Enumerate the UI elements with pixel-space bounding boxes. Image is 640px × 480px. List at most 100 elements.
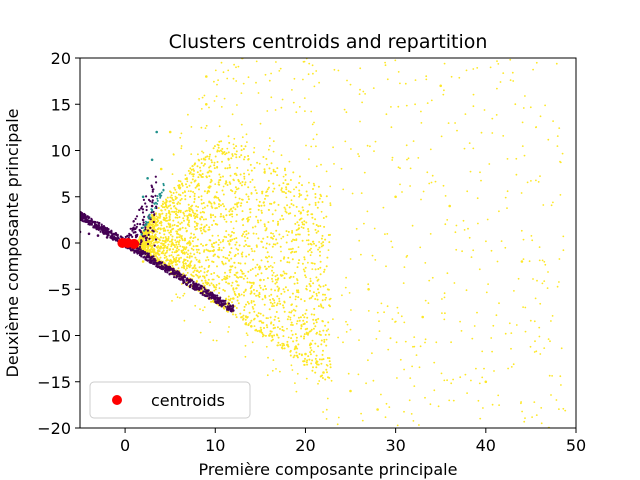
density-point xyxy=(98,221,101,225)
density-point xyxy=(427,302,430,304)
density-point xyxy=(247,232,250,235)
density-point xyxy=(431,276,434,279)
density-point xyxy=(213,167,216,170)
density-point xyxy=(225,281,228,284)
density-point xyxy=(476,67,479,69)
density-point xyxy=(394,59,397,62)
density-point xyxy=(172,256,175,258)
density-point xyxy=(142,221,145,224)
density-point xyxy=(182,217,185,220)
density-point xyxy=(275,333,278,336)
density-point xyxy=(268,79,271,82)
density-point xyxy=(301,223,304,226)
density-point xyxy=(207,269,210,272)
density-point xyxy=(529,106,532,109)
density-point xyxy=(240,198,243,201)
density-point xyxy=(168,216,171,219)
density-point xyxy=(217,243,220,246)
density-point xyxy=(452,378,454,381)
density-point xyxy=(282,182,285,185)
density-point xyxy=(172,153,175,156)
density-point xyxy=(188,255,191,258)
density-point xyxy=(405,104,408,107)
density-point xyxy=(321,201,324,203)
density-point xyxy=(314,319,317,322)
density-point xyxy=(225,214,228,217)
density-point xyxy=(152,251,155,254)
density-point xyxy=(309,242,312,245)
density-point xyxy=(152,235,155,238)
density-point xyxy=(303,333,306,336)
density-point xyxy=(290,311,293,314)
density-point xyxy=(324,238,327,241)
density-point xyxy=(456,129,458,132)
density-point xyxy=(220,61,223,64)
density-point xyxy=(199,290,202,293)
density-point xyxy=(177,179,180,182)
density-point xyxy=(311,240,314,243)
density-point xyxy=(520,229,523,232)
density-point xyxy=(93,222,96,225)
density-point xyxy=(310,145,313,148)
density-point xyxy=(143,229,146,232)
density-point xyxy=(297,343,300,346)
density-point xyxy=(306,316,309,319)
density-point xyxy=(340,167,343,170)
density-point xyxy=(199,211,202,214)
density-point xyxy=(268,137,271,140)
density-point xyxy=(409,185,411,187)
density-point xyxy=(267,356,269,359)
density-point xyxy=(265,317,268,320)
density-point xyxy=(378,320,380,323)
density-point xyxy=(151,232,154,235)
density-point xyxy=(296,278,298,280)
density-point xyxy=(285,211,288,214)
density-point xyxy=(270,72,272,75)
density-point xyxy=(240,202,243,205)
density-point xyxy=(309,330,312,333)
density-point xyxy=(396,424,399,427)
density-point xyxy=(184,239,187,242)
density-point xyxy=(260,240,263,243)
x-tick-label: 20 xyxy=(295,436,315,455)
density-point xyxy=(314,201,317,204)
density-point xyxy=(322,411,324,413)
density-point xyxy=(225,236,228,239)
density-point xyxy=(298,353,301,355)
density-point xyxy=(279,274,282,276)
density-point xyxy=(142,198,145,201)
density-point xyxy=(186,264,188,267)
density-point xyxy=(231,215,234,218)
density-point xyxy=(300,217,303,220)
density-point xyxy=(240,184,243,187)
density-point xyxy=(289,191,292,194)
density-point xyxy=(167,243,170,246)
density-point xyxy=(157,207,160,209)
density-point xyxy=(165,251,168,254)
density-point xyxy=(184,262,187,265)
density-point xyxy=(308,344,311,347)
density-point xyxy=(265,227,268,230)
density-point xyxy=(284,167,286,170)
density-point xyxy=(203,94,206,97)
density-point xyxy=(544,263,547,266)
density-point xyxy=(297,233,300,236)
density-point xyxy=(249,321,252,324)
density-point xyxy=(147,217,150,220)
density-point xyxy=(315,321,318,324)
density-point xyxy=(413,385,416,387)
density-point xyxy=(293,251,296,254)
density-point xyxy=(321,320,324,322)
density-point xyxy=(459,376,462,379)
density-point xyxy=(171,224,174,227)
density-point xyxy=(492,324,495,327)
cluster-point xyxy=(223,306,226,310)
density-point xyxy=(157,253,160,256)
density-point xyxy=(135,233,139,237)
density-point xyxy=(312,327,315,330)
density-point xyxy=(543,347,546,349)
density-point xyxy=(254,189,257,192)
density-point xyxy=(142,242,145,245)
density-point xyxy=(146,235,148,237)
density-point xyxy=(143,246,146,249)
